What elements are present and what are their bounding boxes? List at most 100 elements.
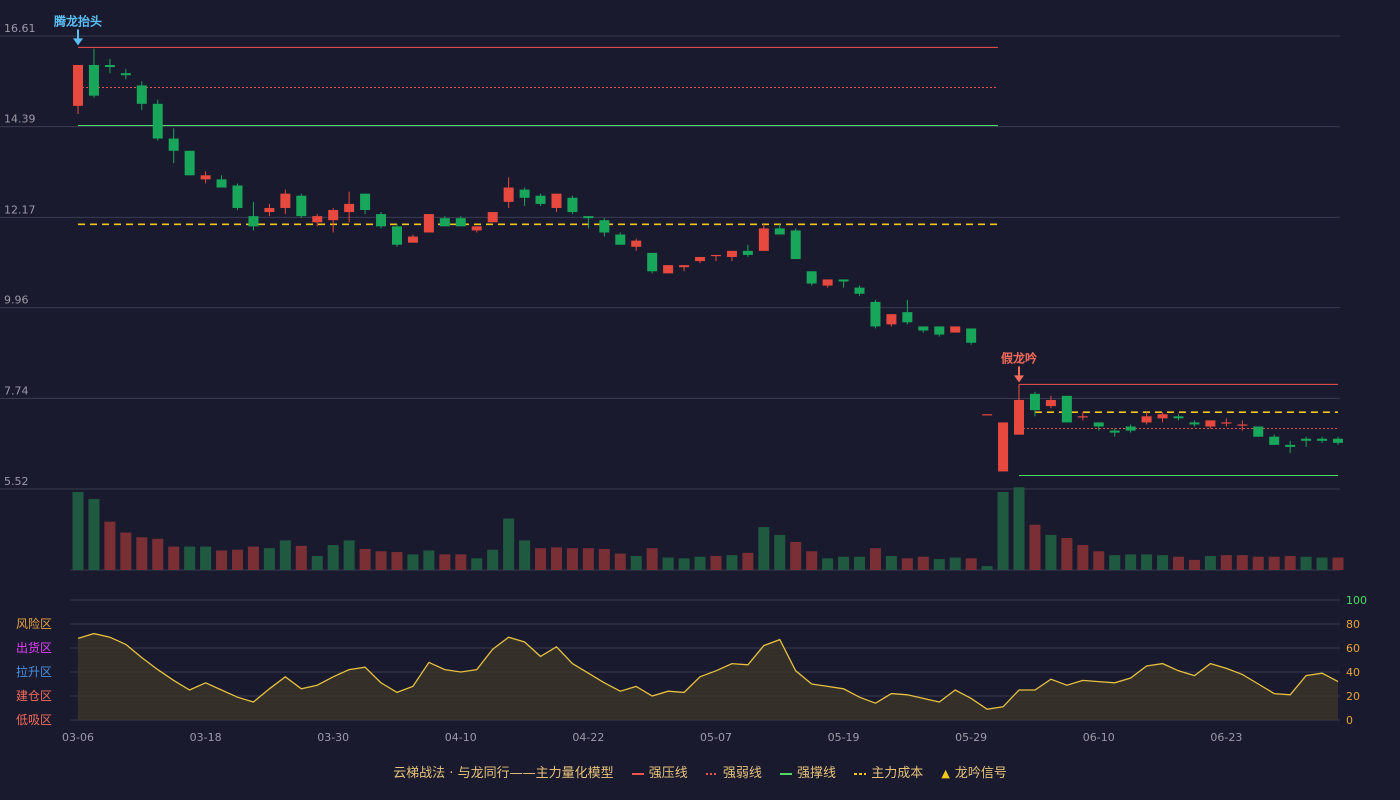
- candle-body: [774, 228, 785, 235]
- indicator-tick-label: 60: [1346, 642, 1360, 655]
- volume-bar: [1332, 557, 1344, 570]
- volume-bar: [487, 549, 499, 570]
- volume-bar: [869, 548, 881, 570]
- volume-bar: [375, 551, 387, 570]
- volume-bar: [455, 554, 467, 570]
- zone-label: 建仓区: [16, 689, 52, 703]
- candle-body: [679, 265, 690, 268]
- volume-bar: [1045, 534, 1057, 570]
- volume-bar: [471, 558, 483, 570]
- candle-body: [264, 207, 275, 213]
- candle-body: [104, 65, 115, 68]
- x-tick-label: 03-06: [62, 731, 94, 744]
- volume-bar: [1220, 555, 1232, 570]
- x-tick-label: 06-10: [1083, 731, 1115, 744]
- volume-bar: [327, 545, 339, 570]
- candle-body: [1189, 422, 1200, 425]
- candle-body: [391, 226, 402, 245]
- volume-bar: [407, 554, 419, 570]
- candle-body: [599, 220, 610, 233]
- volume-bar: [1157, 555, 1169, 570]
- volume-bar: [949, 557, 961, 570]
- volume-bar: [519, 540, 531, 570]
- chart-canvas: 16.61 14.39 12.17 9.96 7.74 5.52 100 80 60 40 20 0 风…: [0, 13, 1367, 744]
- volume-bar: [535, 548, 547, 570]
- candle-body: [248, 216, 259, 227]
- x-tick-label: 05-19: [828, 731, 860, 744]
- volume-bar: [439, 554, 451, 570]
- candle-body: [551, 193, 562, 208]
- volume-bar: [152, 538, 164, 570]
- indicator-tick-label: 80: [1346, 618, 1360, 631]
- volume-bar: [838, 556, 850, 570]
- volume-bar: [1268, 556, 1280, 570]
- volume-bar: [774, 534, 786, 570]
- volume-bar: [550, 547, 562, 570]
- candle-body: [471, 226, 482, 231]
- price-tick-label: 14.39: [4, 113, 36, 126]
- volume-bar: [1061, 538, 1073, 570]
- candle-body: [455, 218, 466, 227]
- volume-bar: [1077, 545, 1089, 570]
- volume-bar: [806, 551, 818, 570]
- candle-body: [950, 326, 961, 333]
- volume-bar: [88, 499, 100, 570]
- volume-bar: [359, 548, 371, 570]
- volume-bar: [710, 555, 722, 570]
- candle-body: [1269, 436, 1280, 445]
- candle-body: [216, 179, 227, 188]
- volume-bar: [1013, 487, 1025, 570]
- candle-body: [663, 265, 674, 274]
- volume-bar: [933, 559, 945, 570]
- legend-item-cost: 主力成本: [854, 766, 924, 781]
- x-tick-label: 04-22: [572, 731, 604, 744]
- volume-bar: [1029, 524, 1041, 570]
- candle-body: [615, 234, 626, 245]
- x-tick-label: 05-07: [700, 731, 732, 744]
- zone-label: 低吸区: [16, 713, 52, 727]
- candle-body: [487, 212, 498, 223]
- candle-body: [886, 314, 897, 325]
- volume-bar: [598, 548, 610, 570]
- candle-body: [790, 230, 801, 260]
- candle-body: [519, 189, 530, 198]
- candle-body: [806, 271, 817, 284]
- x-tick-label: 04-10: [445, 731, 477, 744]
- candle-body: [998, 422, 1009, 472]
- candle-body: [1221, 422, 1232, 424]
- candle-body: [742, 250, 753, 255]
- candle-body: [120, 73, 131, 76]
- candle-body: [407, 236, 418, 243]
- candle-body: [902, 312, 913, 323]
- volume-bar: [200, 546, 212, 570]
- volume-bar: [1204, 555, 1216, 570]
- volume-bar: [614, 553, 626, 570]
- candle-body: [1285, 444, 1296, 447]
- volume-bar: [1316, 557, 1328, 570]
- candle-body: [982, 414, 993, 416]
- candle-body: [934, 326, 945, 335]
- volume-bar: [758, 527, 770, 570]
- volume-bar: [997, 492, 1009, 570]
- x-tick-label: 06-23: [1210, 731, 1242, 744]
- candle-body: [1237, 424, 1248, 426]
- candle-body: [758, 228, 769, 251]
- price-tick-label: 9.96: [4, 294, 29, 307]
- volume-bar: [216, 550, 228, 570]
- indicator-tick-label: 20: [1346, 690, 1360, 703]
- volume-bar: [1109, 555, 1121, 570]
- candle-body: [1061, 395, 1072, 423]
- zone-label: 风险区: [16, 616, 52, 631]
- indicator-line: [77, 632, 1339, 710]
- x-tick-label: 03-18: [190, 731, 222, 744]
- candle-body: [918, 326, 929, 331]
- annotation-arrow-icon: [73, 38, 83, 46]
- volume-bar: [678, 558, 690, 570]
- legend-item-signal: ▲ 龙吟信号: [941, 766, 1007, 781]
- zone-label: 出货区: [16, 640, 52, 655]
- legend-item-weak: 强弱线: [705, 766, 762, 781]
- candle-body: [1125, 426, 1136, 431]
- candle-body: [376, 214, 387, 227]
- candle-body: [726, 250, 737, 257]
